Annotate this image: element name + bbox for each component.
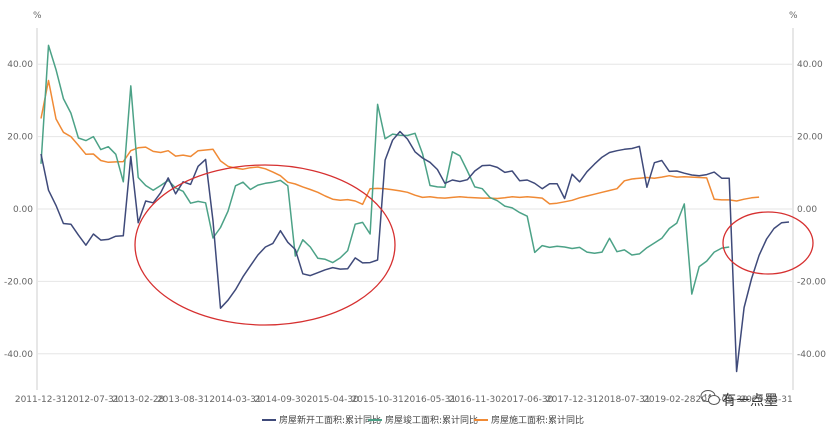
y-tick-label-right: -20.00	[797, 277, 826, 287]
series-layer	[40, 44, 790, 373]
legend-label: 房屋施工面积:累计同比	[491, 414, 584, 426]
legend: 房屋新开工面积:累计同比 房屋竣工面积:累计同比 房屋施工面积:累计同比	[262, 414, 584, 426]
x-tick-label: 2015-10-31	[351, 395, 403, 405]
x-tick-label: 2013-08-31	[157, 395, 209, 405]
legend-label: 房屋竣工面积:累计同比	[385, 414, 478, 426]
x-tick-label: 2016-11-30	[449, 395, 502, 405]
watermark: 有一点墨	[700, 390, 778, 409]
y-axis-unit-left: %	[33, 11, 42, 21]
wechat-icon	[700, 390, 720, 405]
y-tick-label-right: -40.00	[797, 350, 826, 360]
x-tick-label: 2015-04-30	[307, 395, 360, 405]
y-tick-label-right: 40.00	[797, 60, 823, 70]
y-tick-label-left: 40.00	[7, 60, 33, 70]
x-tick-label: 2017-06-30	[501, 395, 554, 405]
watermark-text: 有一点墨	[722, 393, 778, 409]
x-tick-label: 2011-12-31	[15, 395, 67, 405]
x-tick-label: 2020-03-31	[740, 395, 792, 405]
x-tick-label: 2018-07-31	[598, 395, 650, 405]
y-tick-label-left: -20.00	[4, 277, 33, 287]
legend-label: 房屋新开工面积:累计同比	[279, 414, 381, 426]
highlight-ellipse-2014	[134, 164, 396, 326]
x-tick-label: 2012-07-31	[67, 395, 119, 405]
y-tick-label-right: 0.00	[797, 205, 817, 215]
y-tick-label-right: 20.00	[797, 133, 823, 143]
y-axis-right: -40.00 -20.00 0.00 20.00 40.00	[797, 60, 826, 360]
highlight-ellipse-2020	[722, 211, 814, 275]
y-axis-left: -40.00 -20.00 0.00 20.00 40.00	[4, 60, 33, 360]
x-axis: 2011-12-31 2012-07-312013-02-282013-08-31…	[15, 395, 793, 405]
y-tick-label-left: -40.00	[4, 350, 33, 360]
x-tick-label: 2013-02-28	[112, 395, 165, 405]
x-tick-label: 2014-09-30	[254, 395, 307, 405]
gridlines	[37, 63, 793, 355]
y-tick-label-left: 0.00	[13, 205, 33, 215]
series-line-2	[40, 44, 730, 295]
y-axis-unit-right: %	[789, 11, 798, 21]
series-line-1	[40, 130, 790, 373]
x-tick-label: 2019-02-28	[643, 395, 696, 405]
x-tick-label: 2019-09-30	[696, 395, 749, 405]
x-tick-label: 2014-03-31	[209, 395, 261, 405]
y-tick-label-left: 20.00	[7, 133, 33, 143]
x-tick-label: 2017-12-31	[546, 395, 598, 405]
x-tick-label: 2016-05-31	[404, 395, 456, 405]
series-line-3	[40, 79, 760, 206]
